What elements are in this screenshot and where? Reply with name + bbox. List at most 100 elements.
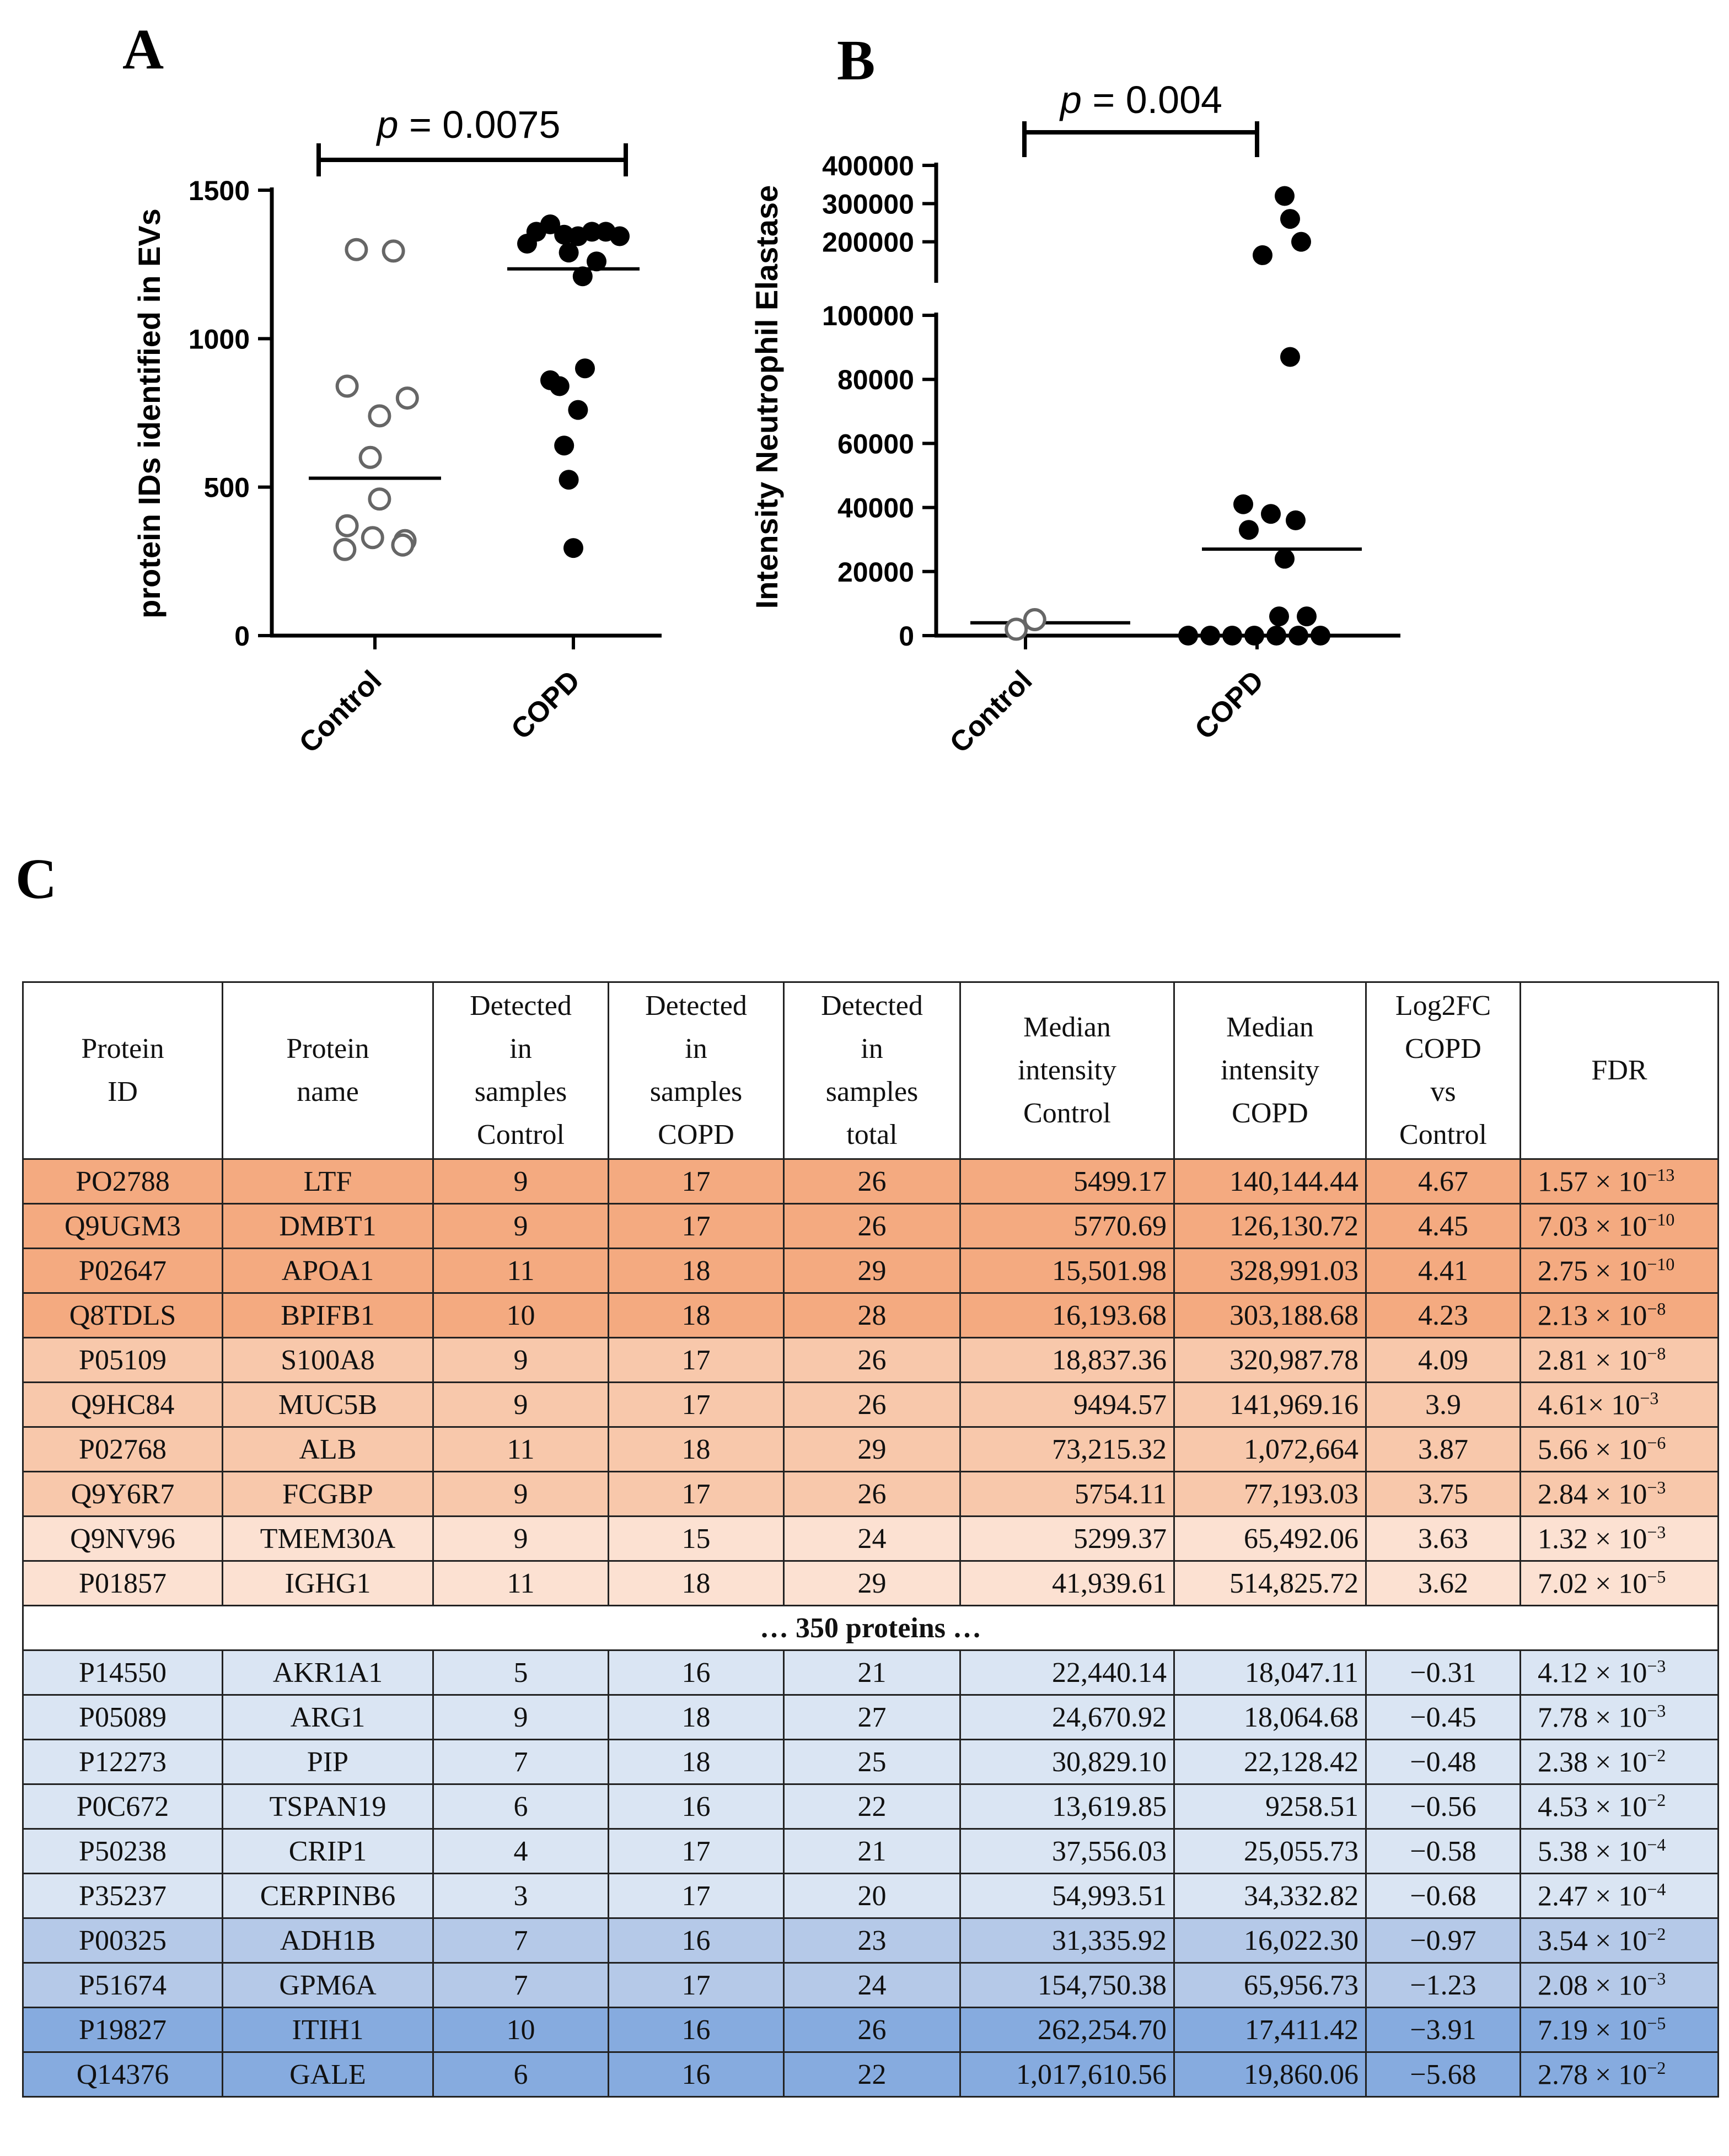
table-cell: 26 bbox=[783, 1337, 961, 1383]
table-cell: 17 bbox=[608, 1873, 785, 1919]
b-point-copd bbox=[1280, 347, 1300, 367]
table-row: P51674 GPM6A 7 17 24 154,750.38 65,956.73 −1.23… bbox=[22, 1962, 1719, 2008]
table-row: P0C672 TSPAN19 6 16 22 13,619.85 9258.51 −0.56 4… bbox=[22, 1783, 1719, 1830]
table-cell: 41,939.61 bbox=[959, 1560, 1175, 1606]
table-cell: Q9NV96 bbox=[22, 1515, 223, 1562]
table-cell: PIP bbox=[222, 1739, 434, 1785]
a-point-copd bbox=[540, 214, 560, 234]
b-point-control bbox=[1023, 607, 1046, 631]
b-point-copd bbox=[1233, 494, 1253, 514]
table-row: P19827 ITIH1 10 16 26 262,254.70 17,411.42 −3.9… bbox=[22, 2007, 1719, 2053]
a-point-copd bbox=[610, 226, 630, 246]
table-cell: 9 bbox=[432, 1337, 609, 1383]
b-x-tick-label: COPD bbox=[1189, 664, 1270, 745]
column-header-line: Log2FC bbox=[1395, 990, 1491, 1021]
table-cell: 20 bbox=[783, 1873, 961, 1919]
table-cell-fdr: 7.02 × 10−5 bbox=[1519, 1560, 1719, 1606]
a-significance-label: p = 0.0075 bbox=[376, 103, 561, 146]
table-cell: P00325 bbox=[22, 1917, 223, 1964]
table-cell-fdr: 4.12 × 10−3 bbox=[1519, 1649, 1719, 1696]
table-cell: 11 bbox=[432, 1560, 609, 1606]
b-point-copd bbox=[1244, 626, 1264, 646]
table-cell: 320,987.78 bbox=[1173, 1337, 1367, 1383]
table-cell: 5770.69 bbox=[959, 1203, 1175, 1249]
a-point-control bbox=[333, 537, 357, 561]
table-cell: 54,993.51 bbox=[959, 1873, 1175, 1919]
column-header-line: Control bbox=[1023, 1098, 1111, 1129]
a-y-axis-label: protein IDs identified in EVs bbox=[132, 208, 167, 619]
table-cell: 5299.37 bbox=[959, 1515, 1175, 1562]
table-cell: 4 bbox=[432, 1828, 609, 1874]
table-cell: 21 bbox=[783, 1649, 961, 1696]
table-cell: 16 bbox=[608, 1917, 785, 1964]
table-cell: −0.56 bbox=[1365, 1783, 1521, 1830]
b-y-tick-label: 100000 bbox=[822, 300, 914, 331]
table-cell-fdr: 2.08 × 10−3 bbox=[1519, 1962, 1719, 2008]
fdr-exponent: −6 bbox=[1647, 1432, 1666, 1453]
fdr-exponent: −8 bbox=[1647, 1298, 1666, 1319]
a-point-copd bbox=[559, 470, 579, 490]
table-row: PO2788 LTF 9 17 26 5499.17 140,144.44 4.67 1.57 … bbox=[22, 1158, 1719, 1205]
table-row: P02768 ALB 11 18 29 73,215.32 1,072,664 3.87 5.6… bbox=[22, 1426, 1719, 1472]
table-cell-fdr: 4.61× 10−3 bbox=[1519, 1381, 1719, 1428]
table-cell: CRIP1 bbox=[222, 1828, 434, 1874]
panel-label-b: B bbox=[837, 29, 876, 92]
table-cell: 9 bbox=[432, 1471, 609, 1517]
a-y-tick-label: 1500 bbox=[189, 175, 250, 206]
table-cell: CERPINB6 bbox=[222, 1873, 434, 1919]
fdr-mantissa: 1.32 × 10 bbox=[1538, 1523, 1647, 1555]
fdr-exponent: −10 bbox=[1647, 1209, 1675, 1229]
table-cell: ITIH1 bbox=[222, 2007, 434, 2053]
table-cell: 18 bbox=[608, 1560, 785, 1606]
table-cell: 9 bbox=[432, 1158, 609, 1205]
table-cell-fdr: 7.03 × 10−10 bbox=[1519, 1203, 1719, 1249]
table-cell: 9258.51 bbox=[1173, 1783, 1367, 1830]
fdr-mantissa: 2.47 × 10 bbox=[1538, 1880, 1647, 1912]
table-cell: ARG1 bbox=[222, 1694, 434, 1740]
table-cell: DMBT1 bbox=[222, 1203, 434, 1249]
fdr-exponent: −4 bbox=[1647, 1879, 1666, 1899]
b-y-axis-label: Intensity Neutrophil Elastase bbox=[749, 185, 784, 609]
table-cell: APOA1 bbox=[222, 1248, 434, 1294]
column-header-line: Protein bbox=[286, 1033, 369, 1064]
fdr-mantissa: 2.84 × 10 bbox=[1538, 1478, 1647, 1510]
table-cell: 126,130.72 bbox=[1173, 1203, 1367, 1249]
table-cell: 18 bbox=[608, 1694, 785, 1740]
table-body: PO2788 LTF 9 17 26 5499.17 140,144.44 4.67 1.57 … bbox=[22, 1158, 1719, 2098]
table-row: P14550 AKR1A1 5 16 21 22,440.14 18,047.11 −0.31… bbox=[22, 1649, 1719, 1696]
table-row: P12273 PIP 7 18 25 30,829.10 22,128.42 −0.48 2.3… bbox=[22, 1739, 1719, 1785]
fdr-mantissa: 5.38 × 10 bbox=[1538, 1836, 1647, 1868]
table-cell: −0.97 bbox=[1365, 1917, 1521, 1964]
column-header-line: Protein bbox=[81, 1033, 164, 1064]
column-header-line: in bbox=[509, 1033, 532, 1064]
fdr-mantissa: 4.53 × 10 bbox=[1538, 1791, 1647, 1823]
a-point-copd bbox=[572, 266, 593, 287]
table-cell: 4.67 bbox=[1365, 1158, 1521, 1205]
fdr-exponent: −5 bbox=[1647, 1566, 1666, 1587]
table-cell: 26 bbox=[783, 1471, 961, 1517]
column-header: Detected in samples COPD bbox=[608, 981, 785, 1160]
table-cell: 27 bbox=[783, 1694, 961, 1740]
table-cell: 17 bbox=[608, 1962, 785, 2008]
table-cell: Q9Y6R7 bbox=[22, 1471, 223, 1517]
b-point-copd bbox=[1239, 520, 1259, 540]
b-point-copd bbox=[1280, 209, 1300, 229]
column-header-line: intensity bbox=[1017, 1055, 1117, 1086]
table-cell: −0.45 bbox=[1365, 1694, 1521, 1740]
table-separator-text: … 350 proteins … bbox=[22, 1605, 1719, 1651]
table-row: P05089 ARG1 9 18 27 24,670.92 18,064.68 −0.45 7.… bbox=[22, 1694, 1719, 1740]
fdr-mantissa: 7.19 × 10 bbox=[1538, 2014, 1647, 2046]
b-y-tick-label: 400000 bbox=[822, 150, 914, 181]
table-cell: 17,411.42 bbox=[1173, 2007, 1367, 2053]
fdr-exponent: −3 bbox=[1647, 1655, 1666, 1676]
table-cell: 1,017,610.56 bbox=[959, 2051, 1175, 2098]
table-cell: P50238 bbox=[22, 1828, 223, 1874]
table-cell: P14550 bbox=[22, 1649, 223, 1696]
table-cell: ADH1B bbox=[222, 1917, 434, 1964]
table-cell: 17 bbox=[608, 1337, 785, 1383]
column-header-line: COPD bbox=[1232, 1098, 1308, 1129]
table-cell: 18 bbox=[608, 1739, 785, 1785]
b-point-copd bbox=[1261, 504, 1281, 524]
table-row: Q14376 GALE 6 16 22 1,017,610.56 19,860.06 −5.6… bbox=[22, 2051, 1719, 2098]
fdr-mantissa: 2.13 × 10 bbox=[1538, 1300, 1647, 1332]
